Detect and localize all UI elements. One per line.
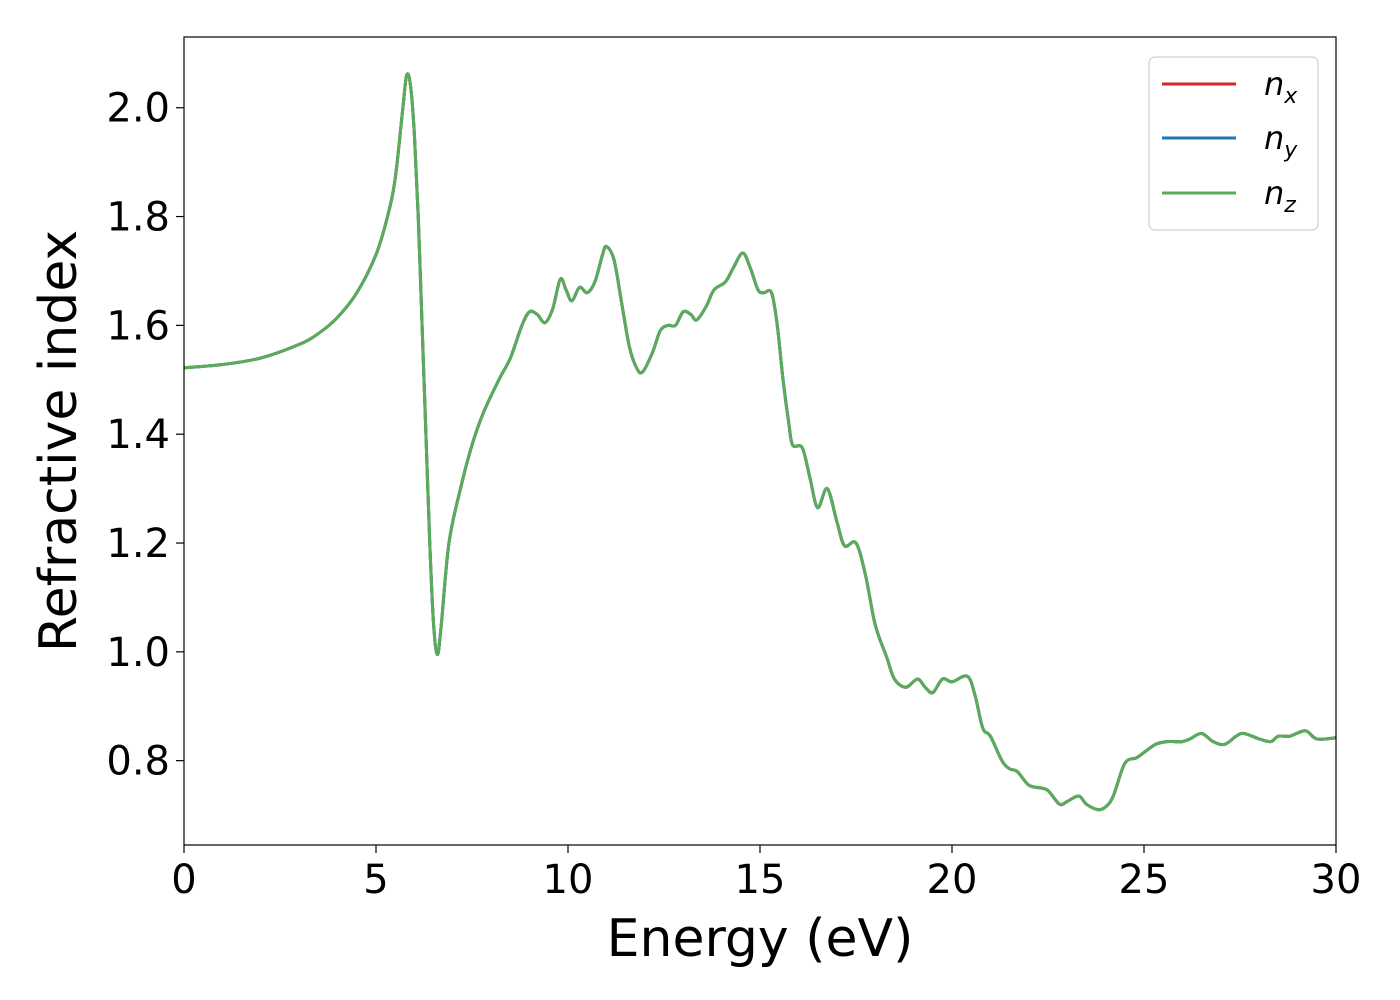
y-tick-label: 1.0 bbox=[106, 630, 170, 676]
y-tick-label: 1.8 bbox=[106, 195, 170, 241]
y-tick-label: 2.0 bbox=[106, 86, 170, 132]
x-tick-label: 25 bbox=[1119, 857, 1170, 903]
series-layer bbox=[184, 72, 1336, 812]
x-tick-label: 20 bbox=[927, 857, 978, 903]
y-tick-label: 1.4 bbox=[106, 412, 170, 458]
x-tick-label: 10 bbox=[543, 857, 594, 903]
x-tick-label: 0 bbox=[171, 857, 196, 903]
legend-box bbox=[1148, 56, 1319, 231]
x-tick-label: 30 bbox=[1311, 857, 1362, 903]
y-tick-label: 0.8 bbox=[106, 739, 170, 785]
y-axis-ticks: 0.8 1.0 1.2 1.4 1.6 1.8 2.0 bbox=[106, 86, 184, 785]
y-axis-title: Refractive index bbox=[29, 230, 89, 652]
x-axis-title: Energy (eV) bbox=[607, 909, 914, 969]
y-tick-label: 1.2 bbox=[106, 521, 170, 567]
x-tick-label: 15 bbox=[735, 857, 786, 903]
x-tick-label: 5 bbox=[363, 857, 388, 903]
x-axis-ticks: 0 5 10 15 20 25 30 bbox=[171, 845, 1361, 903]
y-tick-label: 1.6 bbox=[106, 303, 170, 349]
series-line-z bbox=[184, 72, 1336, 812]
